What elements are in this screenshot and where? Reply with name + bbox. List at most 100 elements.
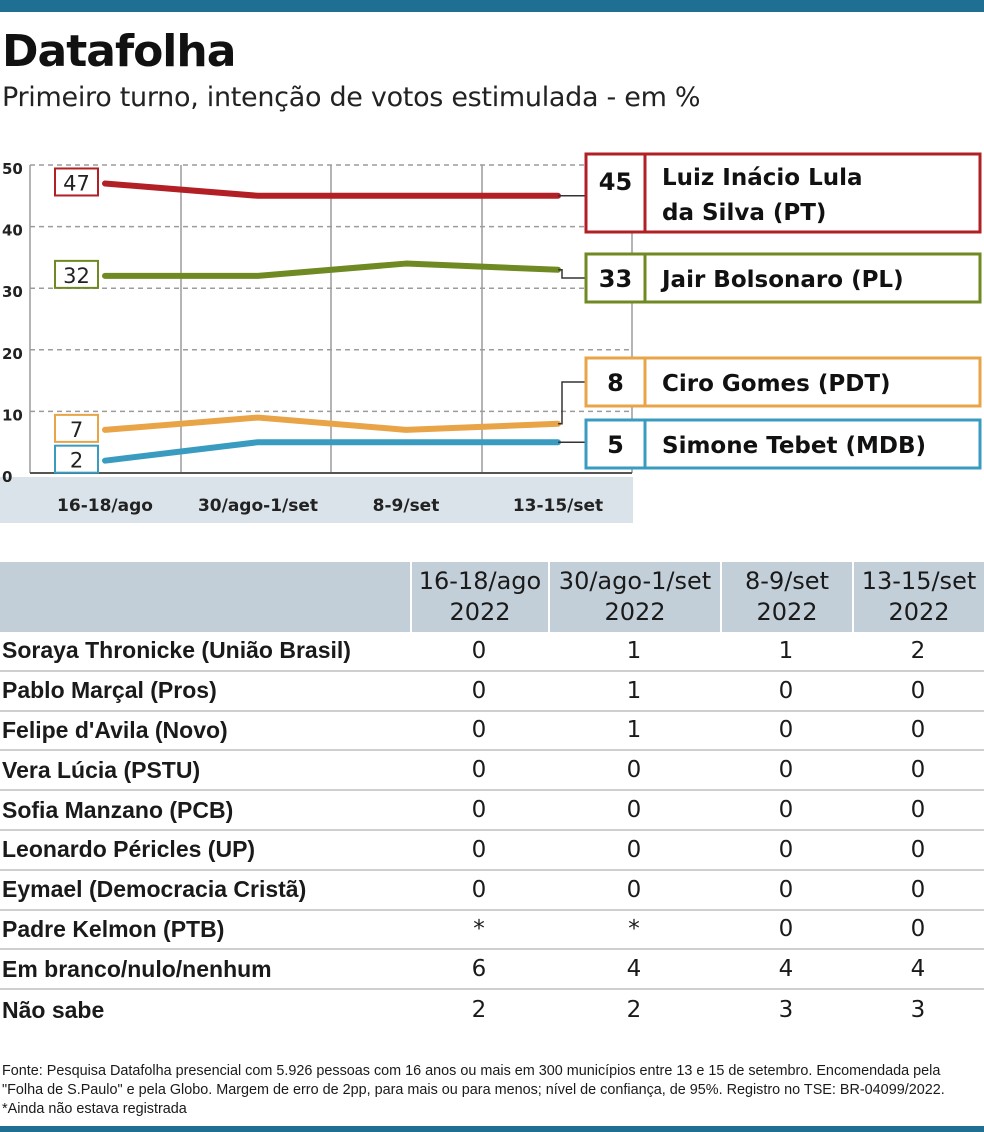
table-cell: 4 [626,956,642,983]
line-chart: 0 10 20 30 40 50 16-18/ago 30/ago-1/set 8-9/set 1… [0,152,982,523]
end-value-label: 45 [599,168,632,196]
table-cell: 0 [910,677,926,704]
legend-box [584,418,982,470]
col-4-period: 13-15/set [861,567,977,595]
table-row: Leonardo Péricles (UP) 0 0 0 0 [0,831,984,871]
table-cell: 0 [626,836,642,863]
x-tick-label: 13-15/set [513,496,603,516]
col-3-period: 8-9/set [745,567,829,595]
row-label: Em branco/nulo/nenhum [2,955,272,982]
table-cell: 0 [778,757,794,784]
x-tick-label: 30/ago-1/set [198,496,318,516]
table-cell: 0 [778,797,794,824]
table-row: Eymael (Democracia Cristã) 0 0 0 0 [0,871,984,911]
table-cell: 0 [471,797,487,824]
start-value-label: 47 [63,171,90,195]
series-name-label: Jair Bolsonaro (PL) [660,267,904,293]
table-cell: 0 [910,717,926,744]
table-row: Felipe d'Avila (Novo) 0 1 0 0 [0,712,984,752]
table-cell: 0 [471,757,487,784]
row-label: Padre Kelmon (PTB) [2,915,225,942]
table-cell: 0 [778,876,794,903]
series-line [102,439,561,464]
row-label: Pablo Marçal (Pros) [2,677,217,704]
table-cell: 0 [910,916,926,943]
series-line [102,260,561,279]
table-cell: 2 [471,997,487,1024]
bottom-accent-bar [0,1126,984,1132]
start-value-box [54,444,99,474]
table-header-col-2: 30/ago-1/set 2022 [548,562,720,632]
y-tick-label: 50 [2,160,23,178]
table-cell: 2 [910,637,926,664]
source-footnote: Fonte: Pesquisa Datafolha presencial com… [2,1063,945,1117]
col-3-year: 2022 [756,598,818,626]
legend-box [584,252,982,304]
table-cell: 0 [626,876,642,903]
y-tick-label: 30 [2,283,23,301]
series-name-label: Luiz Inácio Lula [662,165,863,191]
series-line [102,180,561,199]
row-label: Felipe d'Avila (Novo) [2,716,228,743]
table-cell: 0 [910,876,926,903]
table-cell: 0 [910,757,926,784]
legend-connector [558,381,586,425]
table-cell: 4 [910,956,926,983]
table-cell: 0 [626,757,642,784]
table-row: Vera Lúcia (PSTU) 0 0 0 0 [0,751,984,792]
table-cell: 0 [626,797,642,824]
col-1-period: 16-18/ago [418,567,542,595]
col-4-year: 2022 [888,598,950,626]
table-header-col-1: 16-18/ago 2022 [410,562,548,632]
table-body: Soraya Thronicke (União Brasil) 0 1 1 2 Pablo… [0,632,984,1030]
col-2-year: 2022 [604,598,666,626]
series-line [102,414,561,433]
row-label: Leonardo Péricles (UP) [2,836,256,863]
chart-title: Datafolha [2,26,236,77]
start-value-label: 7 [70,418,83,442]
table-cell: * [628,916,640,943]
table-row: Soraya Thronicke (União Brasil) 0 1 1 2 [0,632,984,672]
end-value-label: 33 [599,265,632,293]
table-cell: 6 [471,956,487,983]
x-tick-label: 8-9/set [373,496,440,516]
table-cell: 0 [910,836,926,863]
table-cell: 2 [626,997,642,1024]
table-cell: 4 [778,956,794,983]
legend-connector [558,268,586,279]
y-tick-label: 0 [2,468,12,486]
table-cell: * [473,916,485,943]
legend-box [584,356,982,408]
legend-box [584,152,982,234]
table-cell: 0 [778,836,794,863]
table-cell: 0 [471,637,487,664]
table-cell: 1 [626,637,642,664]
table-cell: 0 [471,677,487,704]
table-row: Não sabe 2 2 3 3 [0,990,984,1030]
table-cell: 0 [471,876,487,903]
col-1-year: 2022 [449,598,511,626]
row-label: Sofia Manzano (PCB) [2,796,234,823]
table-row: Pablo Marçal (Pros) 0 1 0 0 [0,672,984,712]
end-value-label: 8 [607,369,624,397]
row-label: Não sabe [2,996,105,1023]
table-header: 16-18/ago 2022 30/ago-1/set 2022 8-9/set… [0,562,984,632]
row-label: Eymael (Democracia Cristã) [2,876,307,903]
y-tick-label: 40 [2,222,23,240]
table-header-col-4: 13-15/set 2022 [852,562,984,632]
start-value-label: 2 [70,449,83,473]
y-tick-label: 20 [2,345,23,363]
other-candidates-table: 16-18/ago 2022 30/ago-1/set 2022 8-9/set… [0,562,984,1030]
start-value-box [54,167,99,197]
table-header-col-3: 8-9/set 2022 [720,562,852,632]
table-cell: 3 [778,997,794,1024]
series-name-label: Ciro Gomes (PDT) [662,371,891,397]
row-label: Soraya Thronicke (União Brasil) [2,637,351,664]
top-accent-bar [0,0,984,12]
row-label: Vera Lúcia (PSTU) [2,756,201,783]
table-cell: 0 [471,836,487,863]
col-2-period: 30/ago-1/set [558,567,712,595]
table-cell: 0 [910,797,926,824]
y-tick-label: 10 [2,406,23,424]
chart-subtitle: Primeiro turno, intenção de votos estimu… [2,82,701,113]
